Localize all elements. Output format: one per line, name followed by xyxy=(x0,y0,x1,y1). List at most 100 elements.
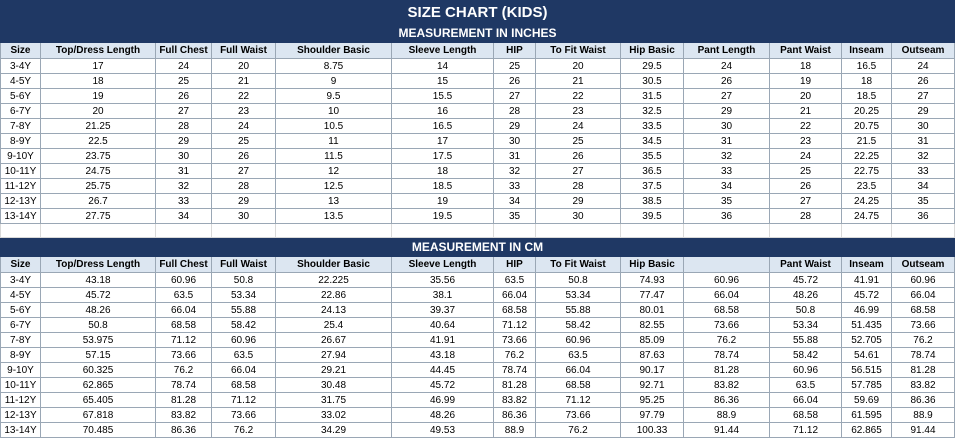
value-cell: 81.28 xyxy=(890,362,955,378)
value-cell: 27 xyxy=(493,88,536,104)
value-cell: 30 xyxy=(683,118,770,134)
section-title: MEASUREMENT IN INCHES xyxy=(0,23,955,43)
header-cell: Pant Waist xyxy=(769,256,842,273)
value-cell: 83.82 xyxy=(493,392,536,408)
value-cell: 50.8 xyxy=(535,272,621,288)
value-cell: 31.5 xyxy=(620,88,684,104)
value-cell: 20.25 xyxy=(841,103,892,119)
value-cell: 68.58 xyxy=(493,302,536,318)
header-cell: Inseam xyxy=(841,256,892,273)
value-cell: 34 xyxy=(155,208,212,224)
section-title-row: MEASUREMENT IN CM xyxy=(0,237,955,257)
header-cell: Pant Length xyxy=(683,42,770,59)
value-cell: 46.99 xyxy=(841,302,892,318)
size-cell: 3-4Y xyxy=(0,58,41,74)
value-cell: 9.5 xyxy=(275,88,392,104)
value-cell: 56.515 xyxy=(841,362,892,378)
value-cell: 16.5 xyxy=(841,58,892,74)
value-cell: 14 xyxy=(391,58,494,74)
value-cell: 22.75 xyxy=(841,163,892,179)
value-cell: 76.2 xyxy=(211,422,276,438)
value-cell: 45.72 xyxy=(769,272,842,288)
value-cell: 35 xyxy=(683,193,770,209)
value-cell: 70.485 xyxy=(40,422,156,438)
size-cell: 4-5Y xyxy=(0,287,41,303)
value-cell: 73.66 xyxy=(493,332,536,348)
value-cell: 10.5 xyxy=(275,118,392,134)
value-cell: 17 xyxy=(40,58,156,74)
value-cell: 73.66 xyxy=(890,317,955,333)
value-cell: 60.96 xyxy=(683,272,770,288)
value-cell: 68.58 xyxy=(211,377,276,393)
value-cell: 60.96 xyxy=(535,332,621,348)
value-cell: 66.04 xyxy=(535,362,621,378)
value-cell: 45.72 xyxy=(40,287,156,303)
data-row: 3-4Y 43.18 60.96 50.8 22.225 35.56 63.5 50.8 74.… xyxy=(0,272,955,288)
value-cell: 30 xyxy=(155,148,212,164)
size-cell: 11-12Y xyxy=(0,392,41,408)
empty-cell xyxy=(683,223,770,238)
value-cell: 86.36 xyxy=(683,392,770,408)
value-cell: 68.58 xyxy=(683,302,770,318)
data-row: 10-11Y 62.865 78.74 68.58 30.48 45.72 81.28 68.… xyxy=(0,377,955,393)
size-cell: 10-11Y xyxy=(0,377,41,393)
header-cell: Full Waist xyxy=(211,256,276,273)
value-cell: 60.96 xyxy=(890,272,955,288)
header-cell: HIP xyxy=(493,42,536,59)
data-row: 7-8Y 21.25 28 24 10.5 16.5 29 24 33.5 30 22 20.75 30 xyxy=(0,118,955,134)
value-cell: 36.5 xyxy=(620,163,684,179)
header-cell: Top/Dress Length xyxy=(40,42,156,59)
value-cell: 83.82 xyxy=(155,407,212,423)
value-cell: 13 xyxy=(275,193,392,209)
value-cell: 11 xyxy=(275,133,392,149)
value-cell: 25 xyxy=(155,73,212,89)
value-cell: 60.96 xyxy=(769,362,842,378)
value-cell: 16.5 xyxy=(391,118,494,134)
value-cell: 12 xyxy=(275,163,392,179)
value-cell: 25 xyxy=(769,163,842,179)
value-cell: 35.56 xyxy=(391,272,494,288)
value-cell: 30 xyxy=(211,208,276,224)
value-cell: 24 xyxy=(211,118,276,134)
value-cell: 76.2 xyxy=(683,332,770,348)
value-cell: 30 xyxy=(890,118,955,134)
value-cell: 71.12 xyxy=(155,332,212,348)
value-cell: 90.17 xyxy=(620,362,684,378)
value-cell: 77.47 xyxy=(620,287,684,303)
empty-cell xyxy=(890,223,955,238)
value-cell: 35 xyxy=(890,193,955,209)
value-cell: 86.36 xyxy=(493,407,536,423)
value-cell: 18 xyxy=(769,58,842,74)
value-cell: 73.66 xyxy=(535,407,621,423)
data-row: 10-11Y 24.75 31 27 12 18 32 27 36.5 33 25 22.75 33 xyxy=(0,163,955,179)
value-cell: 28 xyxy=(769,208,842,224)
value-cell: 28 xyxy=(535,178,621,194)
value-cell: 54.61 xyxy=(841,347,892,363)
value-cell: 58.42 xyxy=(769,347,842,363)
value-cell: 30.48 xyxy=(275,377,392,393)
value-cell: 18.5 xyxy=(841,88,892,104)
value-cell: 45.72 xyxy=(391,377,494,393)
value-cell: 26.7 xyxy=(40,193,156,209)
value-cell: 61.595 xyxy=(841,407,892,423)
value-cell: 95.25 xyxy=(620,392,684,408)
value-cell: 18 xyxy=(841,73,892,89)
value-cell: 76.2 xyxy=(155,362,212,378)
value-cell: 83.82 xyxy=(890,377,955,393)
header-cell: Full Chest xyxy=(155,42,212,59)
value-cell: 26 xyxy=(211,148,276,164)
value-cell: 60.325 xyxy=(40,362,156,378)
size-cell: 9-10Y xyxy=(0,362,41,378)
value-cell: 33 xyxy=(683,163,770,179)
header-cell: Outseam xyxy=(890,256,955,273)
value-cell: 22.5 xyxy=(40,133,156,149)
value-cell: 34.5 xyxy=(620,133,684,149)
value-cell: 71.12 xyxy=(493,317,536,333)
value-cell: 68.58 xyxy=(535,377,621,393)
header-cell: Pant Waist xyxy=(769,42,842,59)
value-cell: 39.37 xyxy=(391,302,494,318)
value-cell: 17.5 xyxy=(391,148,494,164)
